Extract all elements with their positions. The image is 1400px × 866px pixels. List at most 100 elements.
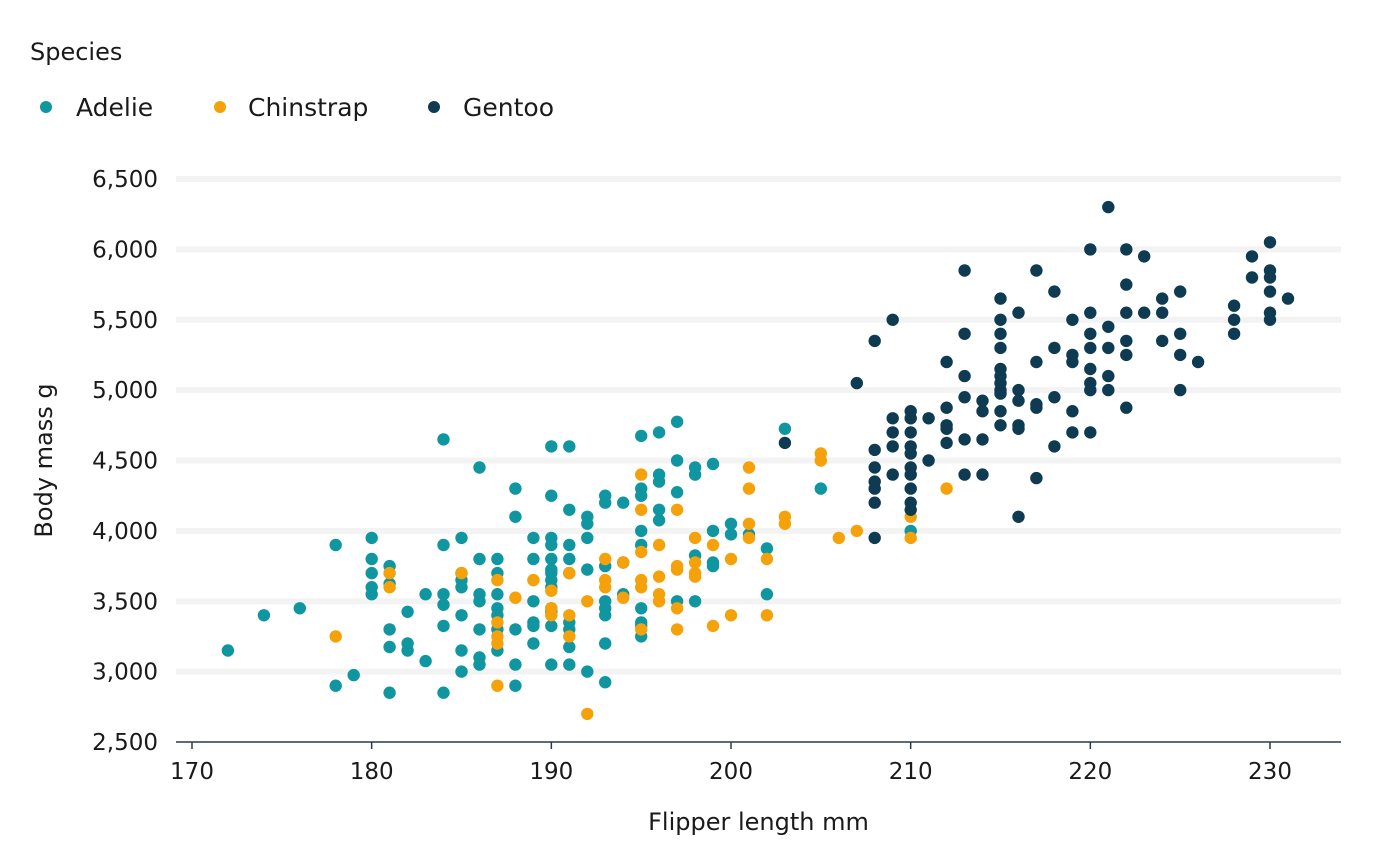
data-point-adelie[interactable]	[527, 619, 540, 633]
data-point-chinstrap[interactable]	[814, 454, 827, 467]
data-point-chinstrap[interactable]	[760, 552, 774, 566]
data-point-chinstrap[interactable]	[635, 503, 648, 516]
data-point-chinstrap[interactable]	[706, 538, 720, 552]
data-point-gentoo[interactable]	[1281, 292, 1295, 305]
data-point-gentoo[interactable]	[994, 419, 1007, 432]
data-point-adelie[interactable]	[706, 457, 720, 471]
data-point-adelie[interactable]	[365, 588, 378, 601]
data-point-gentoo[interactable]	[904, 482, 917, 495]
data-point-gentoo[interactable]	[1030, 264, 1043, 277]
data-point-adelie[interactable]	[652, 475, 666, 488]
data-point-gentoo[interactable]	[1245, 271, 1259, 284]
data-point-adelie[interactable]	[491, 552, 504, 566]
data-point-chinstrap[interactable]	[491, 573, 504, 587]
data-point-chinstrap[interactable]	[635, 581, 648, 594]
data-point-adelie[interactable]	[383, 623, 396, 636]
data-point-chinstrap[interactable]	[635, 545, 648, 559]
data-point-gentoo[interactable]	[958, 391, 971, 404]
data-point-chinstrap[interactable]	[563, 609, 576, 622]
legend-item-chinstrap[interactable]: Chinstrap	[214, 93, 368, 122]
data-point-chinstrap[interactable]	[509, 591, 522, 604]
data-point-chinstrap[interactable]	[742, 461, 756, 474]
data-point-gentoo[interactable]	[1066, 313, 1079, 326]
data-point-gentoo[interactable]	[1102, 369, 1115, 383]
data-point-chinstrap[interactable]	[455, 566, 468, 580]
data-point-gentoo[interactable]	[940, 355, 953, 369]
data-point-gentoo[interactable]	[1012, 383, 1025, 397]
data-point-adelie[interactable]	[617, 496, 630, 509]
data-point-gentoo[interactable]	[850, 376, 863, 390]
data-point-adelie[interactable]	[724, 528, 738, 541]
data-point-chinstrap[interactable]	[850, 524, 863, 538]
data-point-chinstrap[interactable]	[545, 584, 558, 597]
data-point-gentoo[interactable]	[904, 468, 917, 481]
data-point-adelie[interactable]	[473, 461, 486, 474]
data-point-gentoo[interactable]	[1048, 440, 1061, 453]
data-point-gentoo[interactable]	[1048, 285, 1061, 298]
data-point-adelie[interactable]	[473, 658, 486, 671]
data-point-gentoo[interactable]	[976, 433, 989, 446]
data-point-adelie[interactable]	[581, 665, 594, 678]
data-point-gentoo[interactable]	[940, 401, 953, 414]
data-point-gentoo[interactable]	[1174, 285, 1187, 298]
data-point-gentoo[interactable]	[1012, 422, 1025, 435]
data-point-adelie[interactable]	[527, 531, 540, 545]
data-point-gentoo[interactable]	[868, 496, 881, 509]
data-point-chinstrap[interactable]	[670, 623, 684, 636]
data-point-gentoo[interactable]	[904, 447, 917, 460]
data-point-adelie[interactable]	[581, 563, 594, 576]
data-point-chinstrap[interactable]	[599, 581, 612, 594]
data-point-adelie[interactable]	[401, 605, 414, 618]
data-point-gentoo[interactable]	[1227, 313, 1241, 326]
data-point-chinstrap[interactable]	[670, 503, 684, 516]
data-point-gentoo[interactable]	[994, 292, 1007, 305]
data-point-adelie[interactable]	[221, 644, 235, 657]
data-point-chinstrap[interactable]	[742, 482, 756, 495]
data-point-chinstrap[interactable]	[832, 531, 845, 545]
data-point-adelie[interactable]	[437, 686, 450, 699]
data-point-adelie[interactable]	[401, 644, 414, 657]
data-point-adelie[interactable]	[545, 619, 558, 633]
data-point-gentoo[interactable]	[1156, 306, 1169, 319]
data-point-chinstrap[interactable]	[581, 595, 594, 608]
data-point-gentoo[interactable]	[1174, 348, 1187, 362]
data-point-adelie[interactable]	[563, 552, 576, 566]
data-point-gentoo[interactable]	[994, 327, 1007, 340]
data-point-chinstrap[interactable]	[491, 679, 504, 692]
data-point-gentoo[interactable]	[1084, 362, 1097, 376]
data-point-chinstrap[interactable]	[635, 468, 648, 481]
data-point-gentoo[interactable]	[1084, 306, 1097, 319]
data-point-adelie[interactable]	[329, 679, 342, 692]
data-point-chinstrap[interactable]	[383, 581, 396, 594]
data-point-gentoo[interactable]	[976, 394, 989, 407]
data-point-chinstrap[interactable]	[383, 566, 396, 580]
data-point-chinstrap[interactable]	[688, 531, 702, 545]
data-point-adelie[interactable]	[599, 609, 612, 622]
data-point-gentoo[interactable]	[1030, 355, 1043, 369]
data-point-gentoo[interactable]	[1030, 401, 1043, 414]
data-point-adelie[interactable]	[527, 637, 540, 650]
data-point-gentoo[interactable]	[1048, 341, 1061, 355]
data-point-gentoo[interactable]	[1263, 271, 1277, 284]
data-point-gentoo[interactable]	[1012, 306, 1025, 319]
data-point-adelie[interactable]	[760, 588, 774, 601]
data-point-gentoo[interactable]	[1120, 401, 1133, 414]
data-point-adelie[interactable]	[652, 503, 666, 516]
data-point-gentoo[interactable]	[994, 405, 1007, 418]
data-point-adelie[interactable]	[365, 531, 378, 545]
data-point-chinstrap[interactable]	[491, 637, 504, 650]
data-point-chinstrap[interactable]	[329, 630, 342, 643]
data-point-chinstrap[interactable]	[742, 517, 756, 530]
data-point-gentoo[interactable]	[1066, 405, 1079, 418]
data-point-chinstrap[interactable]	[599, 552, 612, 566]
data-point-gentoo[interactable]	[1084, 243, 1097, 256]
data-point-gentoo[interactable]	[868, 443, 881, 457]
data-point-adelie[interactable]	[509, 679, 522, 692]
data-point-gentoo[interactable]	[778, 436, 792, 450]
data-point-gentoo[interactable]	[958, 369, 971, 383]
data-point-adelie[interactable]	[455, 644, 468, 657]
data-point-gentoo[interactable]	[1245, 250, 1259, 263]
data-point-adelie[interactable]	[635, 524, 648, 538]
data-point-chinstrap[interactable]	[491, 616, 504, 629]
data-point-gentoo[interactable]	[976, 405, 989, 418]
